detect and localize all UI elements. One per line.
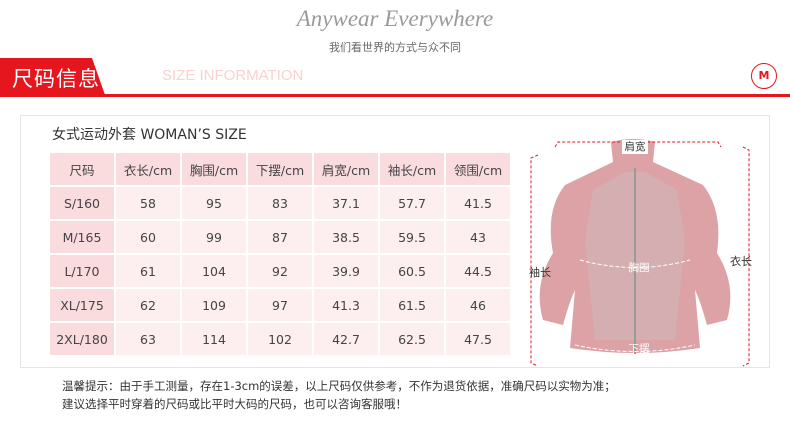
measurement-cell: 97 [248, 289, 312, 321]
measurement-cell: 37.1 [314, 187, 378, 219]
divider [0, 94, 790, 97]
measurement-cell: 109 [182, 289, 246, 321]
column-header: 领围/cm [446, 153, 510, 185]
measurement-cell: 87 [248, 221, 312, 253]
size-cell: M/165 [50, 221, 114, 253]
table-row: M/165 60 99 87 38.5 59.5 43 [50, 221, 510, 253]
measurement-cell: 92 [248, 255, 312, 287]
measurement-cell: 47.5 [446, 323, 510, 355]
brand-logo-icon: M [751, 63, 777, 89]
size-panel [20, 115, 770, 368]
measurement-cell: 60.5 [380, 255, 444, 287]
section-header: 尺码信息 SIZE INFORMATION M [0, 58, 790, 98]
measurement-cell: 83 [248, 187, 312, 219]
measurement-cell: 99 [182, 221, 246, 253]
section-header-red-block [0, 58, 105, 95]
chest-label: 胸围 [629, 261, 650, 274]
measurement-cell: 38.5 [314, 221, 378, 253]
column-header: 袖长/cm [380, 153, 444, 185]
size-cell: L/170 [50, 255, 114, 287]
hem-line [574, 344, 696, 352]
shoulder-label-bg [622, 140, 648, 154]
measurement-cell: 44.5 [446, 255, 510, 287]
measurement-cell: 58 [116, 187, 180, 219]
notice-line-1: 温馨提示：由于手工测量，存在1-3cm的误差，以上尺码仅供参考，不作为退货依据，… [62, 379, 616, 393]
notice-line-2: 建议选择平时穿着的尺码或比平时大码的尺码，也可以咨询客服哦！ [62, 397, 407, 411]
column-header: 衣长/cm [116, 153, 180, 185]
measurement-cell: 60 [116, 221, 180, 253]
measurement-cell: 42.7 [314, 323, 378, 355]
table-row: S/160 58 95 83 37.1 57.7 41.5 [50, 187, 510, 219]
measurement-cell: 61.5 [380, 289, 444, 321]
section-title: 尺码信息 [12, 67, 100, 91]
chest-line [579, 259, 691, 268]
brand-slogan-cn: 我们看世界的方式与众不同 [329, 41, 461, 54]
column-header: 尺码 [50, 153, 114, 185]
measurement-cell: 62 [116, 289, 180, 321]
measurement-cell: 41.5 [446, 187, 510, 219]
measurement-cell: 63 [116, 323, 180, 355]
measurement-cell: 39.9 [314, 255, 378, 287]
measurement-cell: 41.3 [314, 289, 378, 321]
length-label: 衣长 [730, 254, 752, 268]
size-table: 尺码 衣长/cm 胸围/cm 下摆/cm 肩宽/cm 袖长/cm 领围/cm S… [48, 151, 512, 357]
brand-slogan: Anywear Everywhere [296, 6, 494, 31]
measurement-cell: 43 [446, 221, 510, 253]
section-subtitle: SIZE INFORMATION [162, 67, 304, 84]
measurement-cell: 61 [116, 255, 180, 287]
jacket-diagram: 肩宽 胸围 下摆 袖长 衣长 [525, 130, 770, 374]
sleeve-label: 袖长 [529, 265, 551, 279]
table-row: XL/175 62 109 97 41.3 61.5 46 [50, 289, 510, 321]
measurement-cell: 57.7 [380, 187, 444, 219]
sleeve-length-line [530, 154, 539, 367]
measurement-cell: 59.5 [380, 221, 444, 253]
table-title: 女式运动外套 WOMAN’S SIZE [52, 127, 247, 143]
column-header: 胸围/cm [182, 153, 246, 185]
measurement-cell: 62.5 [380, 323, 444, 355]
measurement-cell: 95 [182, 187, 246, 219]
size-cell: 2XL/180 [50, 323, 114, 355]
table-row: L/170 61 104 92 39.9 60.5 44.5 [50, 255, 510, 287]
measurement-cell: 102 [248, 323, 312, 355]
column-header: 下摆/cm [248, 153, 312, 185]
table-header-row: 尺码 衣长/cm 胸围/cm 下摆/cm 肩宽/cm 袖长/cm 领围/cm [50, 153, 510, 185]
size-cell: S/160 [50, 187, 114, 219]
shoulder-label: 肩宽 [625, 140, 646, 153]
hem-label: 下摆 [629, 342, 650, 355]
measurement-cell: 46 [446, 289, 510, 321]
size-cell: XL/175 [50, 289, 114, 321]
measurement-cell: 104 [182, 255, 246, 287]
column-header: 肩宽/cm [314, 153, 378, 185]
measurement-cell: 114 [182, 323, 246, 355]
table-row: 2XL/180 63 114 102 42.7 62.5 47.5 [50, 323, 510, 355]
